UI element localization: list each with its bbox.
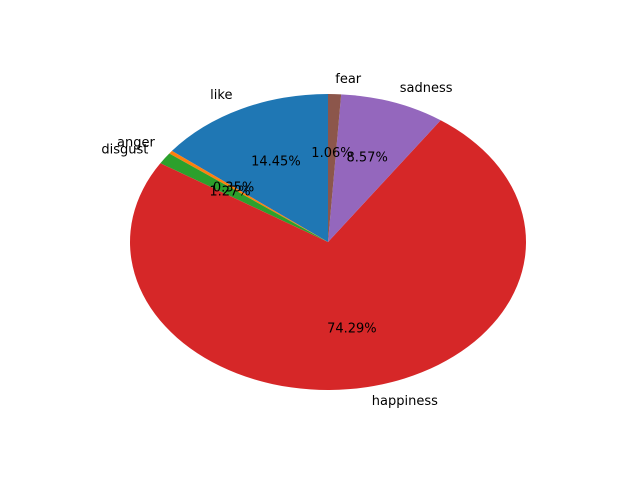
slice-like [171,94,328,242]
slice-pct-happiness: 74.29% [327,321,377,336]
slice-fear [328,94,342,242]
slice-pct-disgust: 1.27% [209,184,250,199]
pie-labels: like 14.45% anger 0.35% disgust 1.27% happines… [101,72,452,409]
slice-pct-fear: 1.06% [311,146,352,161]
slice-happiness [130,120,527,390]
slice-pct-like: 14.45% [251,155,301,170]
slice-anger [169,150,328,242]
slice-label-fear: fear [335,72,362,87]
slice-pct-anger: 0.35% [213,181,254,196]
slice-sadness [328,94,441,242]
slice-pct-sadness: 8.57% [347,151,388,166]
pie-slices [130,94,527,390]
slice-label-anger: anger [117,136,155,151]
slice-label-happiness: happiness [372,394,438,409]
slice-disgust [160,153,328,242]
slice-label-like: like [210,88,232,103]
slice-label-disgust: disgust [101,142,148,157]
slice-label-sadness: sadness [400,81,453,96]
